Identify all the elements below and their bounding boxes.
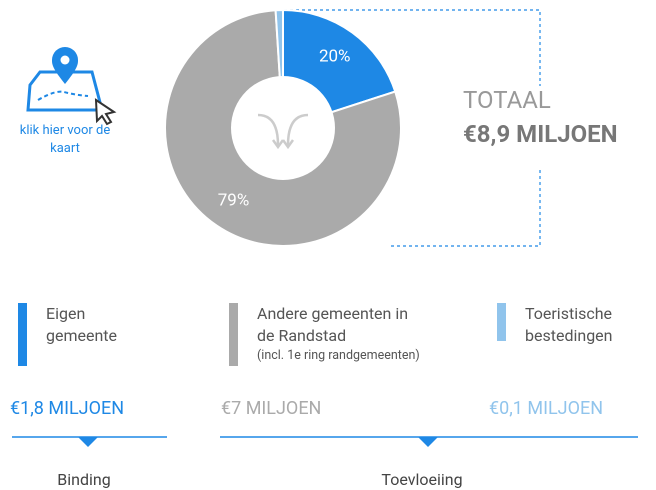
map-icon[interactable] (26, 47, 117, 126)
amount: €7 MILJOEN (221, 398, 322, 419)
legend-swatch (18, 303, 27, 366)
slice-label: 79% (218, 190, 250, 210)
group-text: Binding (57, 470, 111, 489)
flow-icon (257, 113, 309, 150)
legend-swatch (497, 303, 506, 341)
legend-label: Eigen gemeente (46, 304, 118, 345)
map-link[interactable]: klik hier voor de kaart (19, 123, 111, 156)
map-pin (52, 47, 78, 84)
map-pin-dot (60, 55, 70, 65)
legend-swatch (229, 303, 238, 366)
map-outline (26, 70, 104, 112)
group-label: Toevloeiing (381, 470, 462, 489)
group-text: Toevloeiing (381, 470, 463, 489)
donut-hole (231, 76, 335, 180)
group-pointer (418, 437, 438, 447)
total-label: TOTAAL (463, 86, 551, 114)
slice-label: 20% (319, 46, 351, 66)
total-bracket (284, 9, 541, 247)
legend-note: (incl. 1e ring randgemeenten) (257, 348, 420, 363)
group-label: Binding (57, 470, 110, 489)
amount: €0,1 MILJOEN (489, 398, 604, 419)
cursor (94, 98, 117, 126)
map-route (37, 90, 89, 101)
amount: €1,8 MILJOEN (10, 398, 125, 419)
legend-label: Andere gemeenten in de Randstad (257, 304, 409, 345)
group-pointer (78, 437, 98, 447)
total-value: €8,9 MILJOEN (463, 120, 618, 148)
legend-label: Toeristische bestedingen (525, 304, 613, 345)
